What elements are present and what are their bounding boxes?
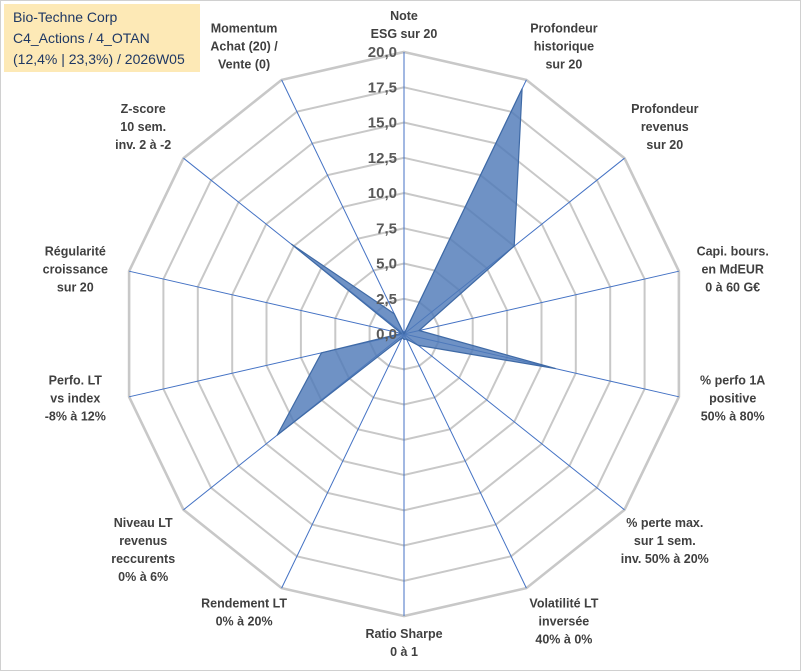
axis-label: 0% à 20% [216,614,273,628]
axis-label: Vente (0) [218,58,270,72]
axis-label: Perfo. LT [49,374,103,388]
tick-label: 5,0 [376,256,397,273]
tick-label: 20,0 [368,44,397,61]
axis-spoke [128,270,405,335]
axis-label: 10 sem. [120,120,166,134]
axis-label: sur 1 sem. [634,534,696,548]
axis-label: % perfo 1A [700,374,765,388]
title-line-company: Bio-Techne Corp [13,9,118,25]
axis-label: revenus [119,534,167,548]
axis-label: ESG sur 20 [371,27,438,41]
axis-label: Z-score [121,102,166,116]
axis-label: Niveau LT [114,516,173,530]
axis-label: Régularité [45,245,106,259]
axis-label: Rendement LT [201,596,287,610]
axis-label: sur 20 [57,281,94,295]
axis-label: Ratio Sharpe [365,627,442,641]
axis-label: positive [709,392,756,406]
axis-label: Achat (20) / [210,40,278,54]
axis-label: 0 à 60 G€ [705,281,760,295]
axis-spoke [403,333,527,589]
axis-label: Profondeur [631,102,698,116]
axis-label: Volatilité LT [529,596,598,610]
axis-label: en MdEUR [701,263,764,277]
axis-label: Capi. bours. [697,245,769,259]
axis-label: Profondeur [530,22,597,36]
axis-label: reccurents [111,552,175,566]
axis-spoke [403,333,625,511]
tick-label: 17,5 [368,79,397,96]
axis-label: 0% à 6% [118,570,168,584]
axis-label: 0 à 1 [390,645,418,659]
axis-label: 50% à 80% [701,410,765,424]
axis-spoke [403,270,680,335]
tick-label: 7,5 [376,220,397,237]
axis-spoke [281,333,405,589]
axis-label: historique [534,40,594,54]
axis-label: croissance [43,263,108,277]
axis-label: inv. 2 à -2 [115,138,171,152]
axis-label: Note [390,9,418,23]
axis-label: sur 20 [646,138,683,152]
title-box: Bio-Techne Corp C4_Actions / 4_OTAN (12,… [4,4,200,72]
title-line-stats: (12,4% | 23,3%) / 2026W05 [13,51,185,67]
axis-label: Momentum [211,22,278,36]
axis-label: sur 20 [545,58,582,72]
tick-label: 12,5 [368,150,397,167]
data-series-area [276,88,556,436]
tick-label: 0,0 [376,326,397,343]
axis-label: % perte max. [626,516,703,530]
title-line-category: C4_Actions / 4_OTAN [13,30,150,46]
axis-label: inv. 50% à 20% [621,552,709,566]
tick-label: 15,0 [368,115,397,132]
axis-spoke [281,79,405,335]
axis-label: revenus [641,120,689,134]
tick-label: 10,0 [368,185,397,202]
axis-label: -8% à 12% [45,410,106,424]
tick-label: 2,5 [376,291,397,308]
axis-label: vs index [50,392,100,406]
axis-label: 40% à 0% [535,632,592,646]
axis-label: inversée [539,614,590,628]
